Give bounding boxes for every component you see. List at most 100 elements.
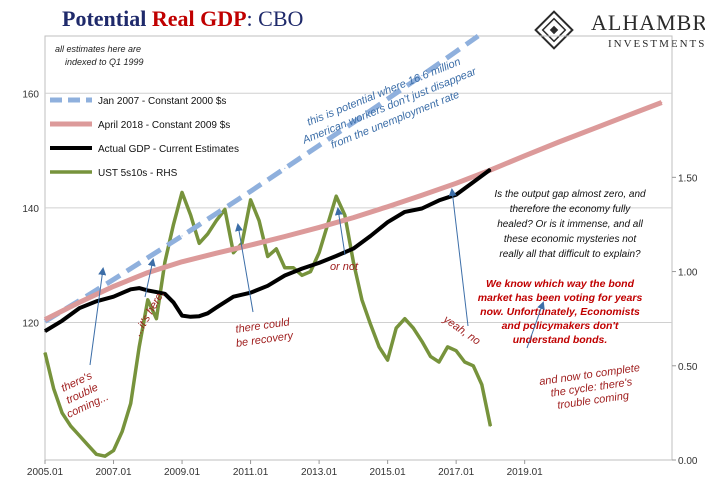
series-point-2 — [44, 330, 46, 332]
annotation-arrow — [235, 223, 254, 313]
x-tick-label: 2019.01 — [507, 467, 544, 478]
annotation-bond-market-line: now. Unfortunately, Economists — [480, 306, 640, 318]
series-point-2 — [438, 199, 440, 202]
annotation-line: yeah, no — [440, 313, 482, 348]
series-point-1 — [352, 217, 354, 219]
series-point-3 — [207, 233, 209, 235]
annotation-line: ...it's here. — [132, 289, 168, 339]
annotation-arrow — [448, 188, 469, 327]
y-left-tick-label: 140 — [22, 204, 39, 215]
series-point-3 — [52, 387, 55, 389]
series-point-0 — [249, 190, 252, 192]
series-point-3 — [275, 248, 277, 250]
series-point-3 — [361, 299, 363, 301]
series-point-2 — [215, 306, 217, 309]
series-point-3 — [421, 340, 423, 342]
annotation-bond-market-line: understand bonds. — [513, 334, 608, 346]
series-point-1 — [44, 319, 46, 321]
series-point-2 — [267, 285, 269, 287]
x-tick-label: 2007.01 — [95, 467, 132, 478]
series-point-3 — [318, 252, 320, 254]
x-tick-label: 2011.01 — [233, 467, 269, 478]
series-point-3 — [267, 255, 269, 258]
series-point-3 — [112, 449, 115, 452]
plot-frame — [44, 35, 673, 461]
series-point-3 — [378, 346, 380, 348]
series-point-1 — [524, 155, 526, 157]
series-point-1 — [249, 244, 252, 246]
series-point-1 — [455, 182, 457, 184]
series-point-3 — [481, 384, 483, 386]
chart-title: Potential Real GDP: CBO — [62, 6, 303, 32]
logo-subtitle: INVESTMENTS — [608, 38, 705, 50]
series-point-3 — [395, 327, 397, 329]
series-point-0 — [421, 74, 423, 77]
series-point-2 — [198, 315, 200, 317]
annotation-arrow — [144, 258, 156, 298]
annotation-arrow — [526, 301, 545, 349]
x-tick-label: 2005.01 — [27, 467, 64, 478]
series-point-0 — [455, 50, 457, 53]
series-line-0 — [43, 33, 480, 324]
series-line-2 — [43, 167, 492, 333]
series-point-2 — [147, 289, 149, 291]
annotation-or-not: or not — [330, 261, 359, 273]
note-line: all estimates here are — [55, 44, 141, 54]
series-point-2 — [249, 292, 252, 294]
series-point-0 — [44, 320, 46, 322]
series-point-3 — [489, 425, 492, 427]
annotation-output-gap-line: these economic mysteries not — [504, 234, 638, 245]
series-point-3 — [232, 252, 235, 254]
series-point-1 — [181, 261, 183, 263]
series-point-3 — [61, 412, 63, 414]
series-point-3 — [164, 261, 166, 263]
series-point-3 — [301, 274, 303, 276]
series-point-1 — [387, 206, 389, 208]
series-point-3 — [224, 208, 226, 210]
series-point-0 — [318, 144, 320, 147]
series-point-3 — [198, 242, 200, 244]
series-point-2 — [190, 316, 192, 318]
series-point-2 — [61, 320, 63, 322]
series-point-2 — [318, 262, 320, 264]
annotation-output-gap-line: therefore the economy fully — [510, 204, 632, 215]
y-right-tick-label: 1.50 — [678, 173, 698, 184]
series-point-2 — [181, 315, 183, 317]
series-point-2 — [489, 168, 492, 171]
series-point-1 — [661, 101, 663, 104]
series-point-3 — [130, 402, 132, 405]
legend-label: Jan 2007 - Constant 2000 $s — [98, 96, 226, 107]
series-point-3 — [181, 191, 183, 194]
series-point-3 — [438, 361, 440, 363]
series-point-3 — [352, 261, 354, 263]
series-point-3 — [155, 318, 157, 320]
series-point-3 — [147, 299, 149, 301]
annotation-bond-market-line: We know which way the bond — [486, 278, 635, 290]
series-point-3 — [369, 323, 372, 325]
series-point-2 — [472, 181, 474, 183]
y-right-tick-label: 0.50 — [678, 362, 698, 373]
series-point-3 — [292, 267, 295, 269]
series-point-3 — [472, 365, 474, 367]
series-point-3 — [138, 346, 140, 348]
annotation-line: American workers don't just disappear — [300, 65, 479, 147]
series-point-3 — [44, 351, 46, 354]
series-point-0 — [181, 235, 183, 237]
series-point-2 — [78, 307, 80, 309]
annotation-its-here: ...it's here. — [132, 289, 168, 339]
series-point-2 — [207, 312, 209, 314]
series-point-2 — [232, 296, 235, 298]
series-point-3 — [78, 434, 80, 437]
series-point-2 — [130, 288, 132, 290]
series-point-3 — [104, 455, 106, 457]
series-point-3 — [412, 327, 414, 329]
legend-label: April 2018 - Constant 2009 $s — [98, 120, 230, 131]
annotation-bond-market-line: and policymakers don't — [502, 320, 619, 332]
x-tick-label: 2009.01 — [164, 467, 201, 478]
series-point-1 — [78, 301, 80, 304]
annotation-output-gap-line: healed? Or is it immense, and all — [497, 219, 643, 230]
series-point-2 — [335, 255, 337, 257]
series-point-2 — [112, 296, 115, 298]
